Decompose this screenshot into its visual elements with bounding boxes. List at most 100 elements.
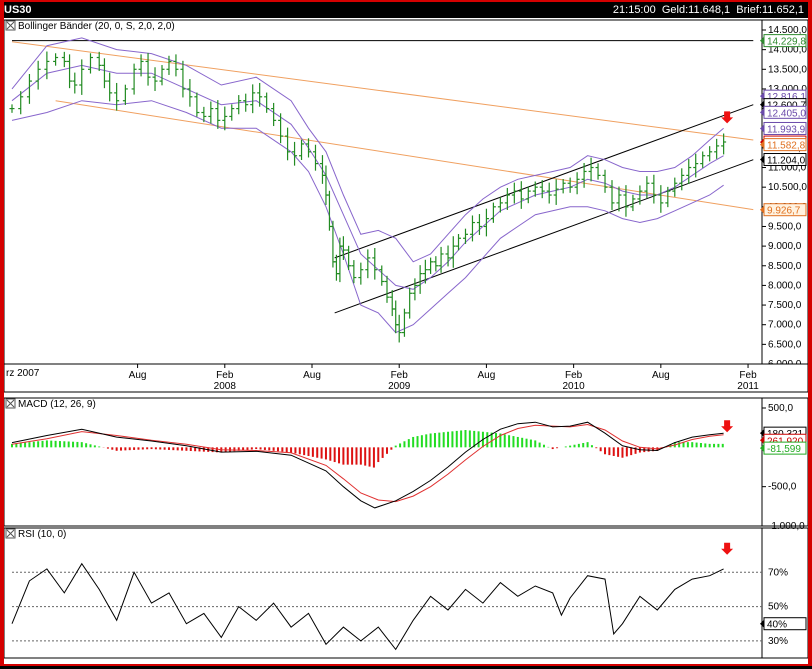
macd-histogram-bar [364,447,366,465]
macd-histogram-bar [277,447,279,451]
macd-histogram-bar [504,434,506,447]
macd-histogram-bar [704,443,706,447]
macd-histogram-bar [281,447,283,451]
x-tick-label: Feb [391,370,409,381]
rsi-ytick-label: 30% [768,636,788,647]
macd-histogram-bar [120,447,122,450]
macd-histogram-bar [142,447,144,449]
x-tick-label: Feb [216,370,234,381]
macd-panel-title: MACD (12, 26, 9) [18,399,96,410]
macd-histogram-bar [451,431,453,447]
x-tick-label: Feb [565,370,583,381]
ask-value: 11.652,1 [762,4,804,16]
rsi-value-tag-text: 40% [767,620,787,631]
macd-histogram-bar [604,447,606,454]
macd-histogram-bar [717,444,719,447]
price-value-tag-text: 14.229,8 [767,37,806,48]
macd-histogram-bar [81,442,83,447]
macd-histogram-bar [159,447,161,449]
macd-histogram-bar [578,444,580,447]
macd-histogram-bar [177,447,179,450]
price-ytick-label: 8.000,0 [768,280,802,291]
macd-histogram-bar [294,447,296,453]
price-value-tag-text: 9.926,7 [767,206,801,217]
macd-histogram-bar [443,432,445,447]
x-year-label: 2010 [563,381,586,392]
price-value-tag: 11.582,8 [760,139,806,152]
price-ytick-label: 13.500,0 [768,64,807,75]
macd-histogram-bar [260,447,262,449]
macd-histogram-bar [434,433,436,447]
macd-histogram-bar [526,439,528,448]
macd-histogram-bar [94,445,96,447]
macd-histogram-bar [268,447,270,450]
x-tick-label: Aug [652,370,670,381]
macd-histogram-bar [316,447,318,457]
macd-histogram-bar [351,447,353,464]
macd-histogram-bar [412,437,414,447]
macd-histogram-bar [621,447,623,457]
macd-histogram-bar [72,442,74,448]
macd-histogram-bar [28,442,30,447]
macd-histogram-bar [312,447,314,457]
macd-histogram-bar [137,447,139,449]
macd-histogram-bar [600,447,602,451]
macd-histogram-bar [373,447,375,467]
macd-ytick-label: -500,0 [768,482,797,493]
bid-value: 11.648,1 [688,4,730,16]
price-value-tag: 11.993,9 [760,122,806,135]
macd-histogram-bar [517,437,519,447]
macd-histogram-bar [495,433,497,447]
rsi-panel-title: RSI (10, 0) [18,529,66,540]
bid-label: Geld: [662,4,688,16]
macd-ytick-label: -1.000,0 [768,521,805,532]
macd-histogram-bar [246,447,248,450]
x-year-label: 2008 [214,381,237,392]
macd-histogram-bar [534,440,536,447]
macd-histogram-bar [76,442,78,447]
quote-line: 21:15:00 Geld:11.648,1 Brief:11.652,1 [613,4,804,16]
macd-histogram-bar [521,438,523,448]
macd-histogram-bar [386,447,388,453]
macd-histogram-bar [508,435,510,447]
price-ytick-label: 8.500,0 [768,261,802,272]
macd-histogram-bar [417,436,419,447]
macd-histogram-bar [63,441,65,447]
macd-histogram-bar [709,444,711,447]
macd-histogram-bar [626,447,628,456]
macd-histogram-bar [608,447,610,455]
macd-histogram-bar [290,447,292,452]
macd-histogram-bar [111,447,113,449]
macd-histogram-bar [50,441,52,448]
macd-histogram-bar [151,447,153,449]
macd-histogram-bar [360,447,362,464]
rsi-ytick-label: 70% [768,567,788,578]
macd-histogram-bar [46,440,48,447]
macd-histogram-bar [630,447,632,455]
macd-histogram-bar [33,442,35,448]
macd-histogram-bar [24,443,26,448]
macd-histogram-bar [286,447,288,452]
price-value-tag-text: 11.993,9 [767,124,806,135]
chart-svg[interactable]: Bollinger Bänder (20, 0, S, 2,0, 2,0) MAC… [4,18,808,664]
macd-histogram-bar [478,431,480,447]
macd-ytick-label: 500,0 [768,403,793,414]
macd-histogram-bar [20,443,22,447]
price-panel-title: Bollinger Bänder (20, 0, S, 2,0, 2,0) [18,21,175,32]
price-ytick-label: 6.500,0 [768,339,802,350]
macd-histogram-bar [613,447,615,456]
macd-histogram-bar [552,447,554,449]
macd-histogram-bar [37,441,39,447]
macd-value-tag: -81,599 [760,442,806,455]
macd-histogram-bar [55,441,57,447]
macd-histogram-bar [595,447,597,448]
macd-histogram-bar [321,447,323,458]
macd-histogram-bar [591,445,593,447]
macd-histogram-bar [172,447,174,450]
macd-histogram-bar [338,447,340,463]
macd-histogram-bar [425,434,427,447]
price-value-tag: 9.926,7 [760,204,806,217]
macd-histogram-bar [233,447,235,451]
x-tick-label: Feb [739,370,757,381]
symbol-label: US30 [4,4,32,16]
